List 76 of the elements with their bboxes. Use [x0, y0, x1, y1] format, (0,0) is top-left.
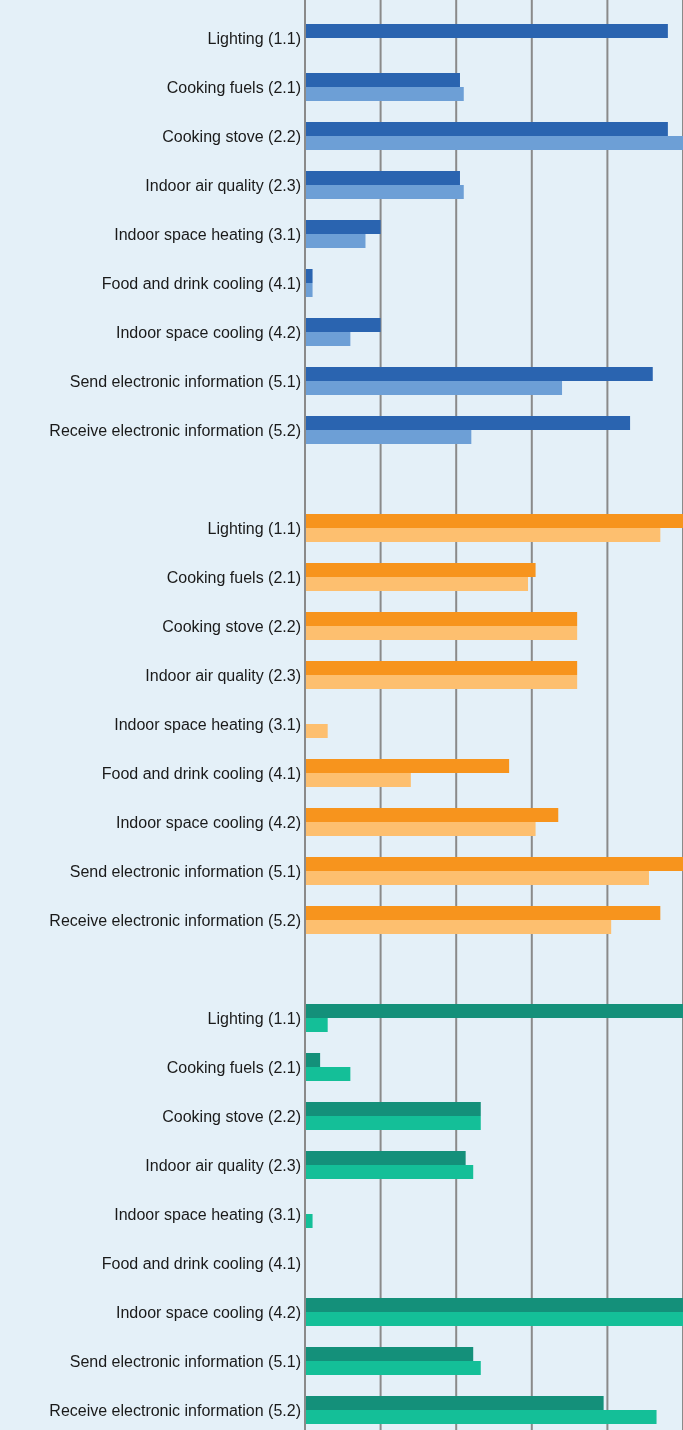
bar [305, 857, 683, 871]
bar [305, 1214, 313, 1228]
bar [305, 1116, 481, 1130]
y-tick-label: Food and drink cooling (4.1) [101, 1254, 301, 1272]
y-tick-label: Lighting (1.1) [207, 1009, 301, 1027]
bar [305, 283, 313, 297]
y-tick-label: Cooking stove (2.2) [162, 1107, 301, 1125]
bar [305, 1410, 657, 1424]
bar [305, 220, 381, 234]
bar [305, 920, 612, 934]
y-tick-label: Send electronic information (5.1) [69, 1352, 301, 1370]
bar [305, 612, 578, 626]
bar [305, 381, 563, 395]
y-tick-label: Food and drink cooling (4.1) [101, 274, 301, 292]
bar [305, 661, 578, 675]
bar [305, 1053, 321, 1067]
bar [305, 73, 460, 87]
y-tick-label: Receive electronic information (5.2) [49, 1401, 301, 1419]
bar [305, 1004, 683, 1018]
bar [305, 1298, 683, 1312]
y-tick-label: Cooking fuels (2.1) [166, 78, 301, 96]
y-tick-label: Food and drink cooling (4.1) [101, 764, 301, 782]
bar [305, 24, 668, 38]
bar [305, 1347, 474, 1361]
bar [305, 822, 536, 836]
bar [305, 514, 683, 528]
bar [305, 1102, 481, 1116]
y-tick-label: Indoor space heating (3.1) [114, 225, 301, 243]
y-tick-label: Indoor air quality (2.3) [145, 1156, 301, 1174]
bar [305, 171, 460, 185]
y-tick-label: Lighting (1.1) [207, 29, 301, 47]
y-tick-label: Indoor air quality (2.3) [145, 176, 301, 194]
bar [305, 626, 578, 640]
y-tick-label: Cooking stove (2.2) [162, 127, 301, 145]
y-tick-label: Cooking fuels (2.1) [166, 1058, 301, 1076]
bar [305, 563, 536, 577]
bar [305, 367, 653, 381]
bar [305, 136, 683, 150]
bar [305, 1018, 328, 1032]
y-tick-label: Lighting (1.1) [207, 519, 301, 537]
bar [305, 675, 578, 689]
bar [305, 185, 464, 199]
bar [305, 773, 411, 787]
y-tick-label: Indoor space cooling (4.2) [116, 813, 301, 831]
bar [305, 1067, 351, 1081]
bar [305, 577, 529, 591]
bar [305, 1361, 481, 1375]
bar [305, 332, 351, 346]
bar [305, 1165, 474, 1179]
y-tick-label: Indoor space cooling (4.2) [116, 1303, 301, 1321]
bar [305, 1396, 604, 1410]
bar [305, 430, 472, 444]
y-tick-label: Indoor air quality (2.3) [145, 666, 301, 684]
y-tick-label: Indoor space cooling (4.2) [116, 323, 301, 341]
bar [305, 234, 366, 248]
y-tick-label: Send electronic information (5.1) [69, 372, 301, 390]
bar [305, 416, 631, 430]
bar [305, 871, 649, 885]
y-tick-label: Indoor space heating (3.1) [114, 715, 301, 733]
bar [305, 906, 661, 920]
bar [305, 122, 668, 136]
y-tick-label: Receive electronic information (5.2) [49, 911, 301, 929]
bar [305, 528, 661, 542]
y-tick-label: Cooking fuels (2.1) [166, 568, 301, 586]
y-tick-label: Receive electronic information (5.2) [49, 421, 301, 439]
y-tick-label: Cooking stove (2.2) [162, 617, 301, 635]
bar [305, 318, 381, 332]
bar [305, 808, 559, 822]
y-tick-label: Send electronic information (5.1) [69, 862, 301, 880]
bar [305, 759, 510, 773]
bar [305, 269, 313, 283]
bar [305, 87, 464, 101]
bar [305, 1312, 683, 1326]
bar [305, 724, 328, 738]
y-tick-label: Indoor space heating (3.1) [114, 1205, 301, 1223]
bar [305, 1151, 466, 1165]
